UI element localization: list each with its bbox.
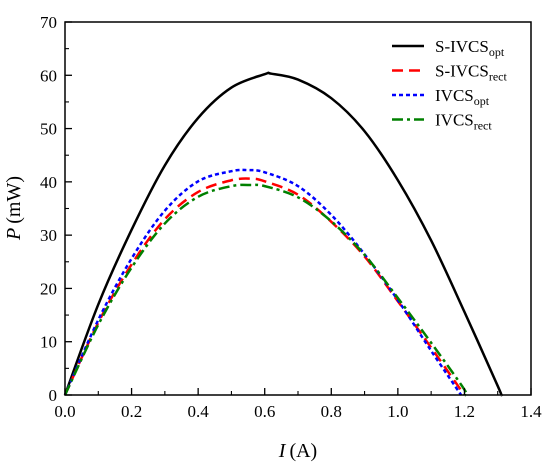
legend-label-0: S-IVCSopt [435,37,505,59]
x-tick-label: 1.2 [454,402,475,421]
x-tick-label: 0.8 [321,402,342,421]
x-tick-label: 1.4 [520,402,542,421]
x-tick-label: 0.4 [188,402,210,421]
legend-label-sub: opt [489,45,505,59]
y-tick-label: 20 [40,279,57,298]
x-tick-label: 1.0 [387,402,408,421]
series-line-2 [63,168,463,396]
x-tick-label: 0.0 [54,402,75,421]
y-tick-label: 60 [40,66,57,85]
legend-label-1: S-IVCSrect [435,62,508,84]
x-axis-title: I (A) [278,440,317,462]
legend-label-main: S-IVCS [435,62,489,81]
legend-label-sub: rect [489,70,508,84]
y-tick-label: 30 [40,226,57,245]
x-axis-unit: (A) [289,440,317,462]
y-tick-label: 50 [40,120,57,139]
legend-label-sub: opt [474,94,490,108]
x-tick-label: 0.2 [121,402,142,421]
y-axis-unit: (mW) [3,176,25,224]
series-line-1 [63,177,466,396]
legend-label-3: IVCSrect [435,111,492,133]
x-tick-label: 0.6 [254,402,275,421]
y-axis-symbol: P [3,228,25,241]
legend-label-main: S-IVCS [435,37,489,56]
y-tick-label: 0 [49,386,58,405]
ticks-layer: 0.0 0.2 0.4 0.6 0.8 1.0 1.2 1.4 0 10 20 30 40 50 60 70 [40,13,542,421]
y-tick-label: 40 [40,173,57,192]
legend-label-main: IVCS [435,111,474,130]
series-layer [63,71,503,397]
series-line-3 [63,183,469,397]
x-axis-symbol: I [278,440,287,462]
y-tick-label: 10 [40,333,57,352]
legend-label-2: IVCSopt [435,86,490,108]
y-tick-label: 70 [40,13,57,32]
legend-label-main: IVCS [435,86,474,105]
series-line-0 [63,71,503,397]
y-axis-title: P (mW) [3,176,25,241]
legend-label-sub: rect [474,119,493,133]
